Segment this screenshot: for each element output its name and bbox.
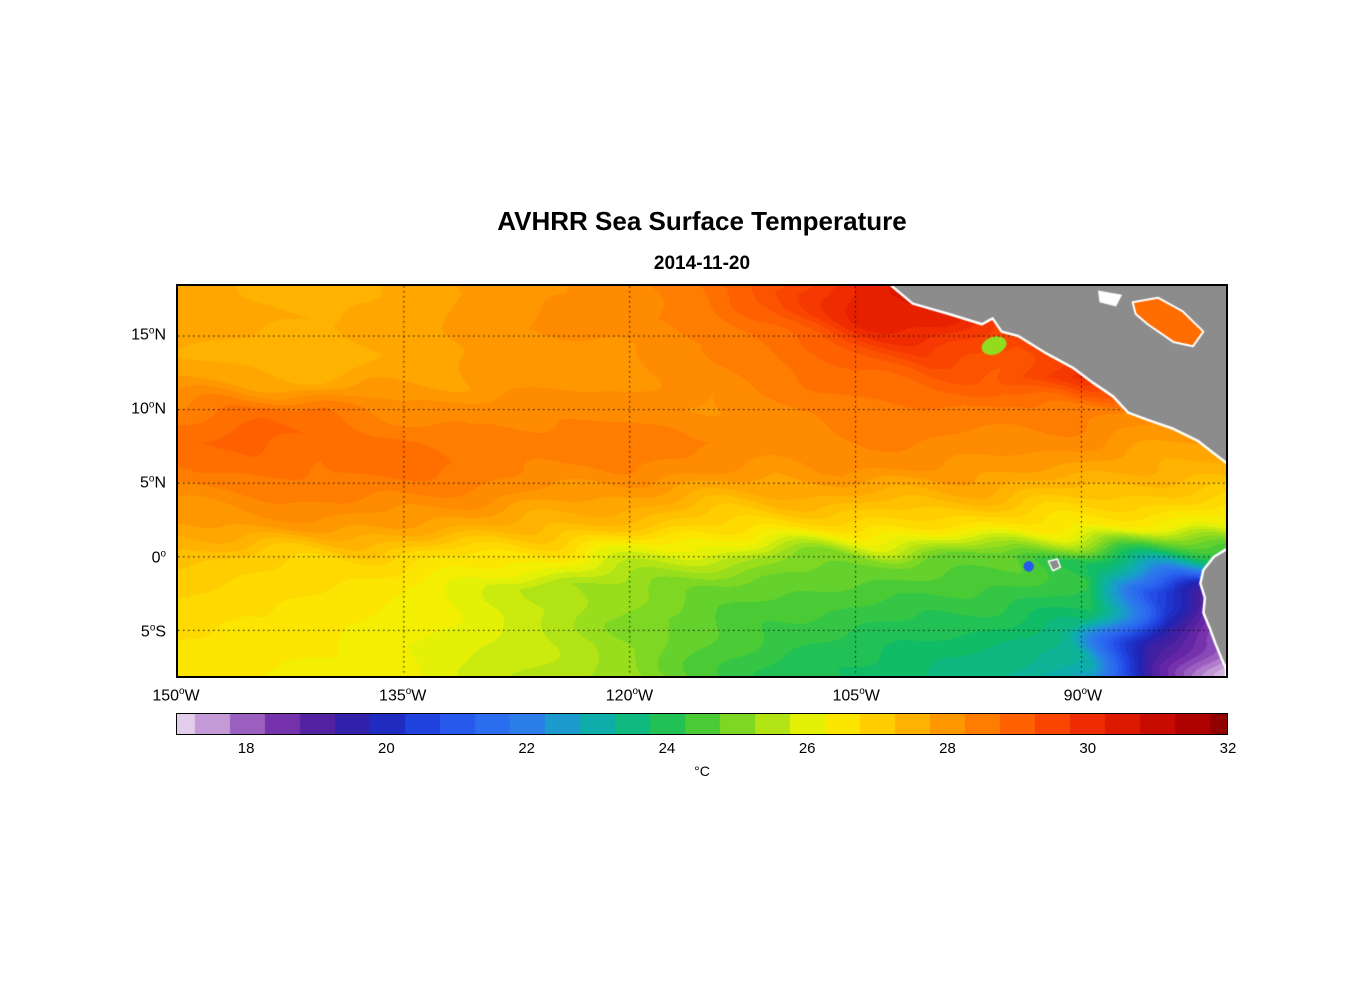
y-tick-label: 5oS [140,622,166,641]
y-tick-label: 10oN [131,399,166,418]
x-tick-label: 105oW [832,686,880,705]
colorbar-tick-label: 30 [1079,740,1097,757]
x-tick-label: 90oW [1063,686,1103,705]
x-tick-label: 120oW [605,686,654,705]
plot-title: AVHRR Sea Surface Temperature [497,206,907,236]
x-axis-tick-labels: 150oW 135oW 120oW 105oW 90oW [152,686,1228,708]
colorbar-tick-label: 22 [518,740,535,757]
sst-map-frame [176,284,1228,678]
y-tick-label: 5oN [140,473,166,492]
sst-heatmap-canvas [178,286,1226,676]
colorbar-tick-label: 28 [939,740,956,757]
colorbar-tick-label: 20 [378,740,395,757]
colorbar-unit-label: °C [694,763,710,779]
colorbar-tick-labels: 18 20 22 24 26 28 30 32 [176,740,1237,758]
colorbar-tick-label: 24 [658,740,676,757]
y-axis-tick-labels: 15oN 10oN 5oN 0o 5oS [0,284,166,678]
colorbar-tick-label: 26 [798,740,816,757]
plot-date-subtitle: 2014-11-20 [653,253,751,274]
x-tick-label: 150oW [152,686,200,705]
colorbar-frame [176,713,1228,735]
y-tick-label: 0o [151,547,166,567]
x-tick-label: 135oW [379,686,427,705]
colorbar-tick-label: 18 [237,740,255,757]
y-tick-label: 15oN [131,324,166,344]
colorbar-canvas [177,714,1227,734]
colorbar-tick-label: 32 [1219,740,1237,757]
